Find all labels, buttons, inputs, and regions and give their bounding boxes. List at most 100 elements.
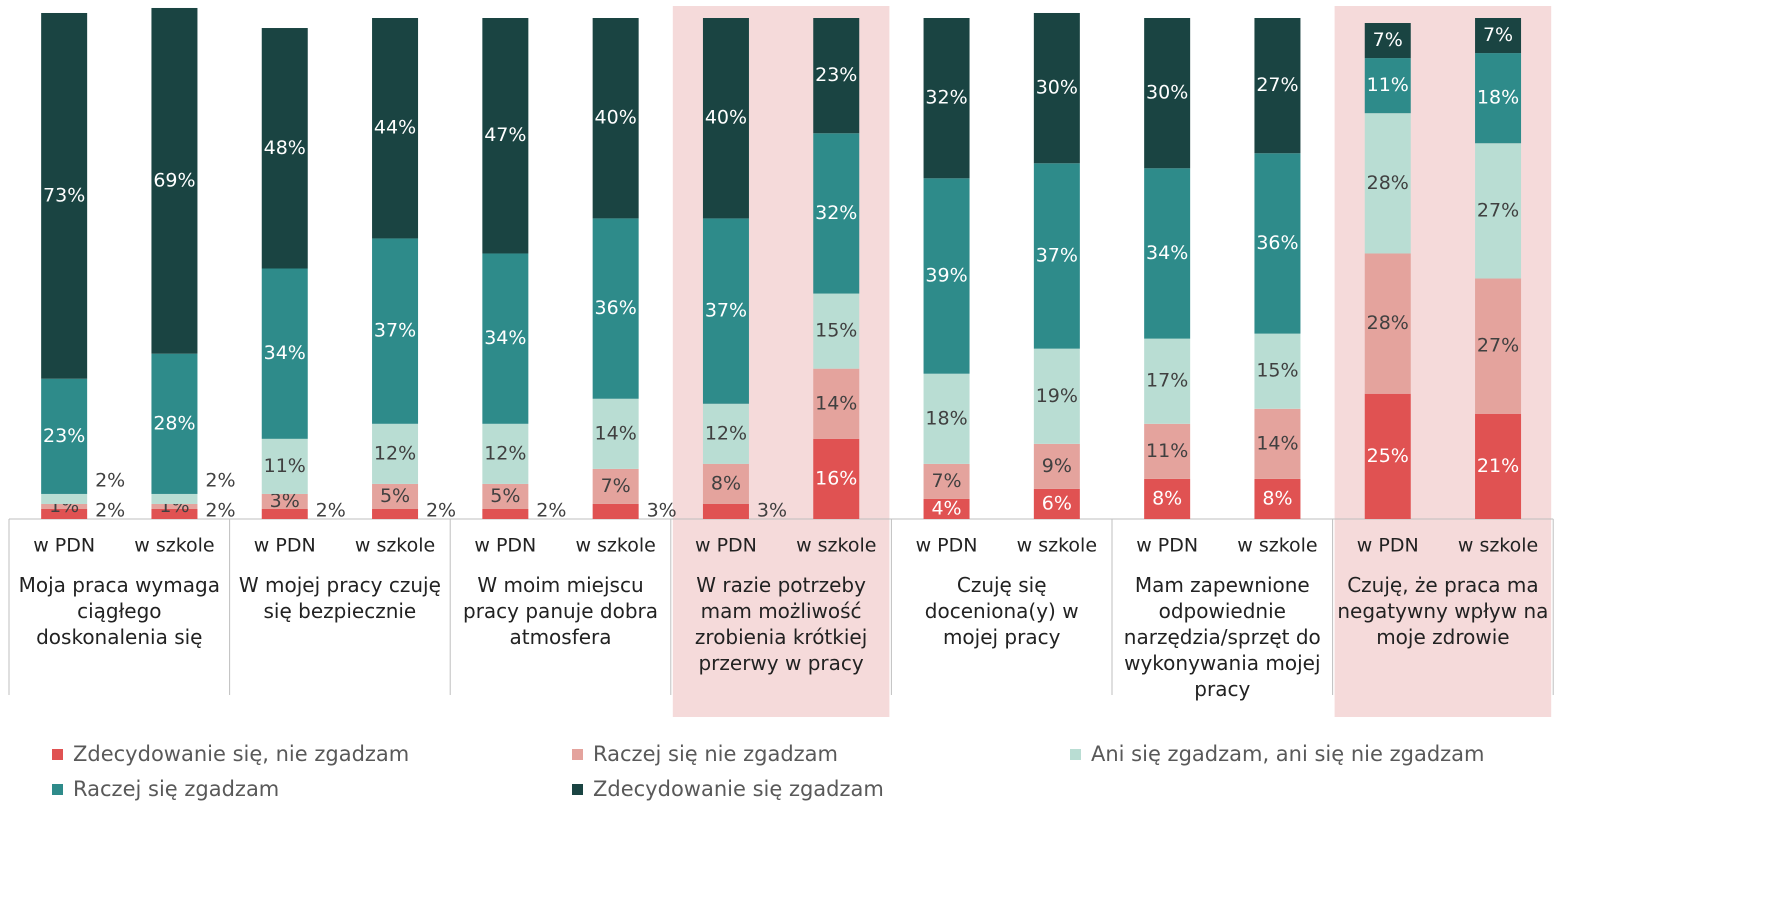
data-label: 28% [153, 412, 195, 434]
data-label: 8% [1262, 487, 1292, 509]
data-label: 3% [270, 490, 300, 512]
bar-segment [1254, 18, 1301, 154]
bar-segment [813, 293, 860, 369]
x-tick-label: w szkole [134, 535, 214, 557]
data-label: 2% [205, 500, 235, 522]
bar-segment [1475, 53, 1522, 144]
data-label: 3% [647, 500, 677, 522]
data-label: 73% [43, 184, 85, 206]
legend-item: Raczej się zgadzam [52, 777, 279, 801]
bar-segment [923, 18, 970, 179]
data-label: 4% [931, 497, 961, 519]
x-tick-label: w PDN [254, 535, 316, 557]
data-label: 18% [1477, 87, 1519, 109]
bar-segment [1475, 413, 1522, 519]
data-label: 23% [43, 425, 85, 447]
data-label: 7% [1373, 29, 1403, 51]
legend-swatch [1070, 748, 1081, 760]
bar-segment [923, 498, 970, 519]
bar-segment [261, 508, 308, 519]
bar-segment [592, 218, 639, 399]
bar-segment [1364, 393, 1411, 519]
data-label: 18% [925, 407, 967, 429]
bar-segment [1475, 278, 1522, 414]
data-label: 2% [426, 500, 456, 522]
bar-segment [41, 503, 88, 509]
group-label: Czuję, że praca ma negatywny wpływ na mo… [1337, 573, 1549, 649]
legend-label: Raczej się nie zgadzam [593, 742, 839, 766]
bar-segment [702, 18, 749, 219]
bar-segment [702, 218, 749, 404]
data-label: 32% [925, 87, 967, 109]
data-label: 11% [1146, 440, 1188, 462]
data-label: 2% [536, 500, 566, 522]
group-label: W mojej pracy czuję się bezpiecznie [238, 573, 441, 623]
bar-segment [592, 503, 639, 519]
data-label: 5% [380, 485, 410, 507]
bar-segment [151, 493, 198, 504]
data-label: 7% [931, 470, 961, 492]
data-label: 12% [374, 442, 416, 464]
bar-segment [41, 493, 88, 504]
x-tick-label: w szkole [1237, 535, 1317, 557]
x-tick-label: w PDN [695, 535, 757, 557]
data-label: 12% [484, 442, 526, 464]
bar-segment [1033, 12, 1080, 164]
data-label: 3% [757, 500, 787, 522]
bar-segment [1254, 153, 1301, 334]
bar-segment [813, 18, 860, 134]
data-label: 30% [1146, 82, 1188, 104]
bar-segment [1144, 423, 1191, 479]
x-tick-label: w szkole [796, 535, 876, 557]
x-tick-label: w szkole [355, 535, 435, 557]
legend-item: Raczej się nie zgadzam [572, 742, 838, 766]
data-label: 34% [1146, 242, 1188, 264]
legend-item: Ani się zgadzam, ani się nie zgadzam [1070, 742, 1485, 766]
bar-segment [372, 423, 419, 484]
bar-segment [1364, 23, 1411, 59]
data-label: 14% [815, 392, 857, 414]
legend-swatch [572, 783, 583, 795]
x-tick-label: w PDN [474, 535, 536, 557]
bar-segment [592, 398, 639, 469]
legend-swatch [52, 783, 63, 795]
bar-segment [41, 12, 88, 379]
data-label: 12% [705, 422, 747, 444]
data-label: 34% [484, 327, 526, 349]
data-label: 11% [1367, 74, 1409, 96]
data-label: 17% [1146, 370, 1188, 392]
legend-swatch [52, 748, 63, 760]
bar-segment [482, 508, 529, 519]
bar-segment [482, 483, 529, 509]
group-label: W moim miejscu pracy panuje dobra atmosf… [463, 573, 658, 649]
data-label: 36% [595, 297, 637, 319]
bar-segment [372, 238, 419, 424]
bar-segment [151, 503, 198, 509]
data-label: 7% [601, 475, 631, 497]
bar-segment [372, 483, 419, 509]
group-label: Czuję się doceniona(y) w mojej pracy [924, 573, 1079, 649]
legend-label: Ani się zgadzam, ani się nie zgadzam [1091, 742, 1485, 766]
bar-segment [1254, 478, 1301, 519]
data-label: 21% [1477, 455, 1519, 477]
bar-segment [592, 468, 639, 504]
data-label: 14% [1256, 432, 1298, 454]
data-label: 69% [153, 169, 195, 191]
bar-segment [813, 133, 860, 294]
bar-segment [261, 438, 308, 494]
bar-segment [923, 373, 970, 464]
bar-segment [1144, 478, 1191, 519]
data-label: 25% [1367, 445, 1409, 467]
data-label: 30% [1036, 77, 1078, 99]
bar-segment [1144, 168, 1191, 339]
x-tick-label: w PDN [1357, 535, 1419, 557]
data-label: 19% [1036, 385, 1078, 407]
bar-segment [482, 253, 529, 424]
bar-segment [1033, 163, 1080, 349]
data-label: 28% [1367, 172, 1409, 194]
legend-swatch [572, 748, 583, 760]
x-tick-label: w szkole [1458, 535, 1538, 557]
data-label: 32% [815, 202, 857, 224]
data-label: 8% [1152, 487, 1182, 509]
